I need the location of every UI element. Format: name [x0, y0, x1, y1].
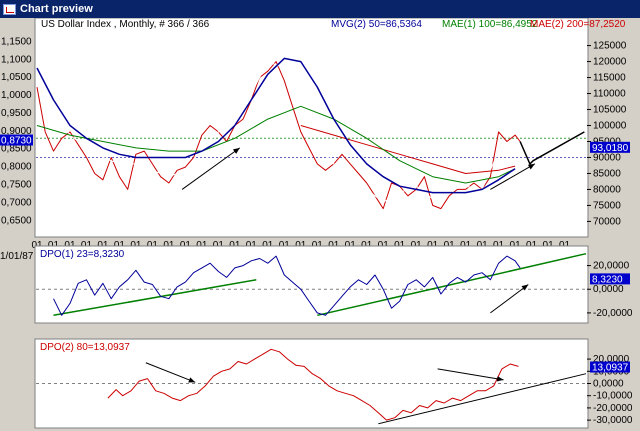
price-panel: 1,1500 1,1000 1,0500 1,0000 0,9500 0,9000 0,85… [0, 18, 630, 262]
price-annotation-arrow [490, 163, 536, 190]
left-tick-label: 1,0000 [1, 90, 32, 101]
dpo2-tick-label: 0,0000 [593, 379, 624, 390]
right-axis-marker: 93,0180 [590, 141, 630, 154]
dpo2-tick-label: -10,0000 [593, 391, 633, 402]
window-title: Chart preview [20, 3, 93, 15]
dpo1-tick-label: 20,0000 [593, 261, 630, 272]
right-tick-label: 110000 [593, 89, 626, 100]
dpo2-annotation-arrow-shaft [437, 368, 504, 381]
dpo1-panel: 20,0000 0,0000 -20,0000 DPO(1) 23=8,3230 8… [34, 245, 633, 324]
left-axis-marker: 0,8730 [0, 134, 33, 147]
left-tick-label: 0,9000 [1, 126, 32, 137]
dpo2-value-marker-label: 13,0937 [592, 363, 629, 374]
dpo2-tick-label: -20,0000 [593, 403, 633, 414]
window-titlebar: Chart preview [0, 0, 640, 18]
chart-window-icon [3, 3, 16, 15]
dpo1-trendline [53, 279, 257, 317]
series-mae-2-200 [300, 125, 516, 174]
dpo2-annotation-arrow-head [188, 377, 196, 383]
left-tick-label: 0,7500 [1, 180, 32, 191]
price-legend: US Dollar Index , Monthly, # 366 / 366 M… [41, 19, 626, 30]
x-year-label: 1/01/87 [0, 251, 34, 262]
series-price [36, 61, 521, 210]
left-tick-label: 0,9500 [1, 108, 32, 119]
dpo2-series [107, 348, 587, 425]
dpo2-tick-label: 20,0000 [593, 354, 630, 365]
left-tick-label: 0,8000 [1, 162, 32, 173]
dpo1-line [53, 255, 521, 316]
dpo1-annotation-arrow-shaft [490, 284, 529, 314]
series-mae-1-100 [36, 105, 516, 184]
right-tick-label: 125000 [593, 41, 627, 52]
dpo1-trendline [317, 252, 587, 317]
dpo1-value-marker-box [590, 273, 630, 285]
dpo1-annotation-arrow-head [521, 284, 529, 291]
dpo1-tick-label: -20,0000 [593, 308, 633, 319]
dpo2-line [107, 348, 519, 421]
dpo1-right-axis: 20,0000 0,0000 -20,0000 [587, 261, 633, 319]
legend-mvg1: MVG(1) 23=93,1316 [222, 19, 313, 30]
price-annotation-arrow-head [232, 147, 240, 154]
left-tick-label: 1,0500 [1, 72, 32, 83]
price-annotation-arrow-shaft [181, 147, 241, 190]
dpo2-annotation-arrow-shaft [145, 362, 196, 383]
price-plot-area [34, 18, 589, 238]
price-chart-title: US Dollar Index , Monthly, # 366 / 366 [41, 19, 210, 30]
dpo1-annotation-arrow [490, 284, 529, 314]
left-tick-label: 0,7000 [1, 197, 32, 208]
price-annotation-arrow-shaft [490, 163, 536, 190]
chart-canvas: 1,1500 1,1000 1,0500 1,0000 0,9500 0,9000 0,85… [0, 18, 633, 429]
right-tick-label: 120000 [593, 57, 627, 68]
dpo1-axis-marker: 8,3230 [590, 273, 630, 285]
dpo1-tick-label: 0,0000 [593, 284, 624, 295]
right-tick-label: 80000 [593, 184, 621, 195]
right-tick-label: 100000 [593, 121, 627, 132]
left-tick-label: 1,1500 [1, 36, 32, 47]
dpo1-title: DPO(1) 23=8,3230 [40, 249, 125, 260]
dpo1-value-marker-label: 8,3230 [592, 274, 623, 285]
right-tick-label: 70000 [593, 216, 621, 227]
price-right-axis: 1250001200001150001100001050001000009500… [587, 41, 627, 227]
right-tick-label: 115000 [593, 73, 626, 84]
left-marker-box [0, 134, 33, 146]
dpo2-value-marker: 13,0937 [590, 361, 630, 374]
dpo2-annotation-arrow [145, 362, 196, 383]
legend-mae1: MAE(1) 100=86,4952 [442, 19, 538, 30]
right-axis-marker-box [590, 141, 630, 153]
price-annotation-arrow [181, 147, 241, 190]
dpo2-annotation-arrow [437, 368, 504, 382]
dpo2-annotation-arrow-head [496, 376, 504, 382]
right-tick-label: 85000 [593, 168, 621, 179]
dpo1-plot-area [34, 245, 589, 324]
projection-line [519, 131, 585, 165]
price-annotation-arrow-head [527, 163, 535, 170]
left-marker-label: 0,8730 [1, 136, 32, 147]
dpo2-tick-label: -30,0000 [593, 415, 633, 426]
right-tick-label: 105000 [593, 105, 627, 116]
right-tick-label: 90000 [593, 152, 621, 163]
left-tick-label: 0,6500 [1, 215, 32, 226]
dpo2-panel: 20,000010,00000,0000-10,0000-20,0000-30,… [34, 338, 633, 429]
price-series [36, 45, 585, 210]
dpo2-trendline [378, 373, 587, 425]
legend-mvg2: MVG(2) 50=86,5364 [331, 19, 422, 30]
price-axis-markers: 0,8730 93,0180 [0, 134, 630, 154]
dpo2-axis-marker: 13,0937 [590, 361, 630, 374]
series-mvg-2-50 [36, 57, 516, 194]
dpo1-series [53, 252, 587, 317]
left-tick-label: 0,8500 [1, 144, 32, 155]
price-left-axis: 1,1500 1,1000 1,0500 1,0000 0,9500 0,9000 0,85… [1, 36, 32, 226]
left-tick-label: 1,1000 [1, 54, 32, 65]
legend-mae2: MAE(2) 200=87,2520 [530, 19, 626, 30]
dpo2-value-marker-box [590, 361, 630, 373]
right-axis-marker-label: 93,0180 [592, 143, 629, 154]
series-mvg-1-23 [36, 45, 516, 203]
right-tick-label: 75000 [593, 200, 621, 211]
dpo1-value-marker: 8,3230 [590, 273, 630, 285]
dpo2-title: DPO(2) 80=13,0937 [40, 342, 130, 353]
